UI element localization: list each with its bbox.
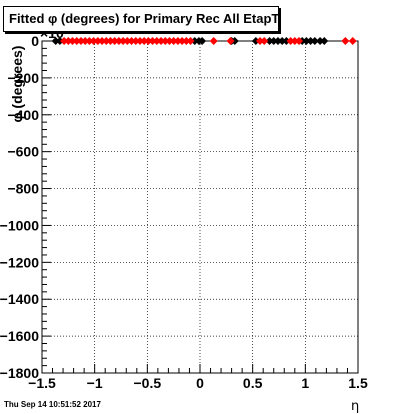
chart-title-box: Fitted φ (degrees) for Primary Rec All E… bbox=[3, 6, 279, 32]
y-tick-label: −200 bbox=[7, 70, 39, 86]
data-point-series-2 bbox=[98, 37, 107, 45]
data-point-series-1 bbox=[278, 37, 287, 45]
y-tick-label: −800 bbox=[7, 181, 39, 197]
data-point-series-1 bbox=[251, 37, 260, 45]
y-tick-labels: 0 −200 −400 −600 −800 −1000 −1200 −1400 −1600 −18… bbox=[0, 33, 39, 381]
data-point-series-2 bbox=[161, 37, 170, 45]
data-points bbox=[51, 37, 357, 45]
x-tick-label: 1.5 bbox=[348, 375, 368, 391]
y-tick-label: −1000 bbox=[0, 217, 39, 233]
y-tick-label: −600 bbox=[7, 144, 39, 160]
axis-ticks bbox=[41, 40, 359, 374]
data-point-series-2 bbox=[135, 37, 144, 45]
data-point-series-2 bbox=[182, 37, 191, 45]
x-tick-labels: −1.5 −1 −0.5 0 0.5 1 1.5 bbox=[28, 375, 368, 391]
data-point-series-1 bbox=[51, 37, 60, 45]
data-point-series-2 bbox=[102, 37, 111, 45]
data-point-series-2 bbox=[64, 37, 73, 45]
y-tick-label: −1400 bbox=[0, 291, 39, 307]
data-point-series-1 bbox=[273, 37, 282, 45]
data-point-series-2 bbox=[93, 37, 102, 45]
data-point-series-2 bbox=[89, 37, 98, 45]
timestamp: Thu Sep 14 10:51:52 2017 bbox=[4, 400, 101, 409]
y-tick-label: −1800 bbox=[0, 365, 39, 381]
data-point-series-2 bbox=[127, 37, 136, 45]
data-point-series-2 bbox=[341, 37, 350, 45]
data-point-series-2 bbox=[114, 37, 123, 45]
x-tick-label: 0.5 bbox=[243, 375, 263, 391]
x-tick-label: −1 bbox=[87, 375, 103, 391]
x-tick-label: −0.5 bbox=[134, 375, 162, 391]
data-point-series-2 bbox=[148, 37, 157, 45]
data-point-series-1 bbox=[198, 37, 207, 45]
data-point-series-2 bbox=[68, 37, 77, 45]
data-point-series-2 bbox=[60, 37, 69, 45]
data-point-series-2 bbox=[295, 37, 304, 45]
data-point-series-2 bbox=[76, 37, 85, 45]
data-point-series-1 bbox=[190, 37, 199, 45]
x-tick-label: −1.5 bbox=[28, 375, 56, 391]
data-point-series-1 bbox=[282, 37, 291, 45]
data-point-series-2 bbox=[140, 37, 149, 45]
data-point-series-1 bbox=[230, 37, 239, 45]
data-point-series-2 bbox=[260, 37, 269, 45]
data-point-series-2 bbox=[85, 37, 94, 45]
data-point-series-2 bbox=[290, 37, 299, 45]
chart-title: Fitted φ (degrees) for Primary Rec All E… bbox=[9, 11, 280, 26]
data-point-series-1 bbox=[302, 37, 311, 45]
data-point-series-1 bbox=[306, 37, 315, 45]
data-point-series-2 bbox=[169, 37, 178, 45]
y-tick-label: −1600 bbox=[0, 328, 39, 344]
data-point-series-2 bbox=[123, 37, 132, 45]
data-point-series-1 bbox=[55, 37, 64, 45]
data-point-series-2 bbox=[186, 37, 195, 45]
data-point-series-2 bbox=[72, 37, 81, 45]
data-point-series-2 bbox=[286, 37, 295, 45]
data-point-series-1 bbox=[269, 37, 278, 45]
data-point-series-2 bbox=[173, 37, 182, 45]
data-point-series-2 bbox=[110, 37, 119, 45]
data-point-series-2 bbox=[106, 37, 115, 45]
grid bbox=[41, 40, 359, 374]
data-point-series-2 bbox=[152, 37, 161, 45]
data-point-series-2 bbox=[81, 37, 90, 45]
data-point-series-2 bbox=[157, 37, 166, 45]
data-point-series-1 bbox=[316, 37, 325, 45]
x-tick-label: 1 bbox=[301, 375, 309, 391]
data-point-series-2 bbox=[209, 37, 218, 45]
data-point-series-2 bbox=[144, 37, 153, 45]
data-point-series-1 bbox=[265, 37, 274, 45]
y-tick-label: 0 bbox=[31, 33, 39, 49]
data-point-series-2 bbox=[131, 37, 140, 45]
x-tick-label: 0 bbox=[196, 375, 204, 391]
y-tick-label: −400 bbox=[7, 107, 39, 123]
data-point-series-2 bbox=[119, 37, 128, 45]
data-point-series-2 bbox=[348, 37, 357, 45]
x-axis-title: η bbox=[351, 399, 359, 414]
data-point-series-2 bbox=[226, 37, 235, 45]
data-point-series-1 bbox=[320, 37, 329, 45]
data-point-series-2 bbox=[178, 37, 187, 45]
data-point-series-1 bbox=[310, 37, 319, 45]
y-axis-title: φ (degrees) bbox=[9, 46, 25, 123]
y-tick-label: −1200 bbox=[0, 254, 39, 270]
data-point-series-2 bbox=[165, 37, 174, 45]
data-point-series-2 bbox=[256, 37, 265, 45]
